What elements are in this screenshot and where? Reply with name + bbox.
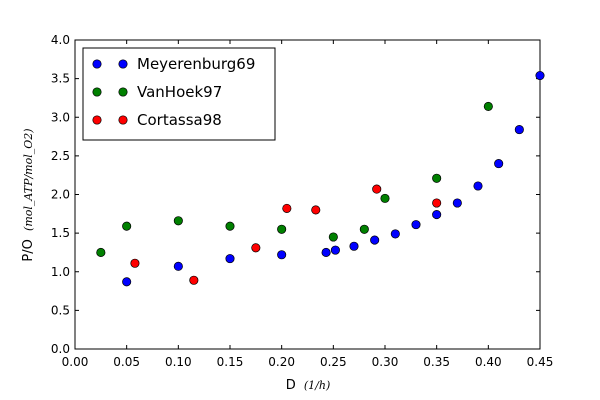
data-point <box>494 159 504 169</box>
data-point <box>390 229 400 239</box>
data-point <box>122 221 132 231</box>
data-point <box>282 203 292 213</box>
data-point <box>359 224 369 234</box>
data-point <box>225 254 235 264</box>
data-point <box>311 205 321 215</box>
legend-marker <box>92 87 102 97</box>
y-tick-label: 0.0 <box>51 342 70 356</box>
data-point <box>483 101 493 111</box>
data-point <box>452 198 462 208</box>
y-tick-label: 1.5 <box>51 226 70 240</box>
legend-label: VanHoek97 <box>137 83 222 101</box>
x-tick-label: 0.45 <box>527 355 554 369</box>
data-point <box>535 70 545 81</box>
legend-box <box>82 47 276 141</box>
y-tick-labels: 0.0 0.5 1.0 1.5 2.0 2.5 3.0 3.5 4.0 <box>51 33 70 356</box>
data-point <box>277 250 287 260</box>
legend-marker <box>92 115 102 125</box>
y-tick-label: 3.0 <box>51 110 70 124</box>
y-tick-label: 4.0 <box>51 33 70 47</box>
legend-item: Cortassa98 <box>92 111 222 129</box>
data-point <box>370 235 380 245</box>
legend: Meyerenburg69 VanHoek97 Cortassa98 <box>82 47 276 141</box>
x-tick-label: 0.40 <box>475 355 502 369</box>
data-point <box>277 224 287 234</box>
data-point <box>173 216 183 226</box>
data-point <box>330 245 340 255</box>
axis-ticks <box>74 39 541 350</box>
legend-marker <box>118 115 128 125</box>
y-tick-label: 0.5 <box>51 303 70 317</box>
data-point <box>432 198 442 208</box>
data-point <box>96 247 106 257</box>
series-meyerenburg69 <box>122 70 545 287</box>
x-tick-label: 0.25 <box>320 355 347 369</box>
data-point <box>372 184 382 194</box>
data-point <box>189 275 199 285</box>
x-tick-labels: 0.00 0.05 0.10 0.15 0.20 0.25 0.30 0.35 0.40 0.45 <box>62 355 554 369</box>
x-tick-label: 0.20 <box>268 355 295 369</box>
data-point <box>349 241 359 251</box>
legend-marker <box>118 59 128 69</box>
data-point <box>130 258 140 268</box>
y-axis-label-text: P/O <box>21 239 36 261</box>
data-point <box>473 181 483 191</box>
x-tick-label: 0.30 <box>372 355 399 369</box>
series-vanhoek97 <box>96 101 493 257</box>
data-points <box>96 70 545 287</box>
legend-item: VanHoek97 <box>92 83 222 101</box>
data-point <box>173 261 183 271</box>
x-axis-label-text: D <box>286 378 296 393</box>
x-tick-label: 0.10 <box>165 355 192 369</box>
legend-item: Meyerenburg69 <box>92 55 255 73</box>
series-cortassa98 <box>130 184 442 285</box>
data-point <box>514 125 524 135</box>
data-point <box>328 232 338 242</box>
y-tick-label: 2.5 <box>51 149 70 163</box>
x-axis-label: D (1/h) <box>286 378 331 393</box>
y-axis-label-math: (mol_ATP/mol_O2) <box>22 128 35 231</box>
data-point <box>411 220 421 230</box>
y-axis-label: P/O (mol_ATP/mol_O2) <box>21 128 36 261</box>
x-tick-label: 0.00 <box>62 355 89 369</box>
data-point <box>380 193 390 203</box>
legend-label: Cortassa98 <box>137 111 222 129</box>
data-point <box>432 173 442 183</box>
data-point <box>432 210 442 220</box>
legend-marker <box>92 59 102 69</box>
data-point <box>225 221 235 231</box>
y-tick-label: 1.0 <box>51 265 70 279</box>
data-point <box>251 243 261 253</box>
legend-label: Meyerenburg69 <box>137 55 255 73</box>
x-axis-label-math: (1/h) <box>304 379 330 392</box>
y-tick-label: 3.5 <box>51 72 70 86</box>
legend-marker <box>118 87 128 97</box>
x-tick-label: 0.15 <box>217 355 244 369</box>
data-point <box>321 247 331 257</box>
y-tick-label: 2.0 <box>51 188 70 202</box>
data-point <box>122 277 132 287</box>
x-tick-label: 0.35 <box>423 355 450 369</box>
x-tick-label: 0.05 <box>113 355 140 369</box>
